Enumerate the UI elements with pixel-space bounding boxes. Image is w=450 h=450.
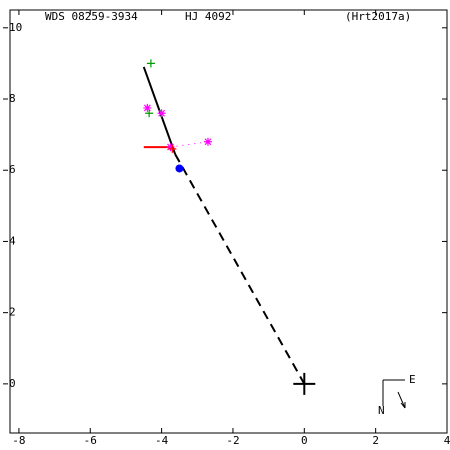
plus-point [145,109,154,118]
compass-label: E [409,373,416,386]
asterisk-point [166,143,175,152]
compass: E N [378,373,416,417]
compass-label: N [378,404,385,417]
motion-arrow [400,402,406,409]
plus-point [146,59,155,68]
y-tick-label: 4 [9,234,16,247]
chart-title: WDS 08259-3934 [45,10,138,23]
line-dotted [170,141,209,148]
asterisk-point [157,109,166,118]
y-tick-label: 10 [9,21,22,34]
primary-star [293,372,316,395]
asterisk-point [203,137,212,146]
asterisk-point [143,103,152,112]
plot-frame [9,9,448,434]
x-tick-label: -4 [155,434,169,447]
x-tick-label: 2 [372,434,379,447]
reference: (Hrt2017a) [345,10,411,23]
y-tick-label: 0 [9,377,16,390]
circle-point [175,164,184,173]
x-tick-label: 4 [444,434,450,447]
motion-arrow [397,391,406,409]
y-tick-label: 6 [9,163,16,176]
line-dashed [174,153,306,385]
x-tick-label: 0 [301,434,308,447]
plus-point [168,144,177,153]
x-tick-label: -8 [12,434,25,447]
y-tick-label: 8 [9,92,16,105]
y-tick-label: 2 [9,306,16,319]
chart-subtitle: HJ 4092 [185,10,231,23]
x-tick-label: -6 [84,434,97,447]
x-tick-label: -2 [226,434,239,447]
